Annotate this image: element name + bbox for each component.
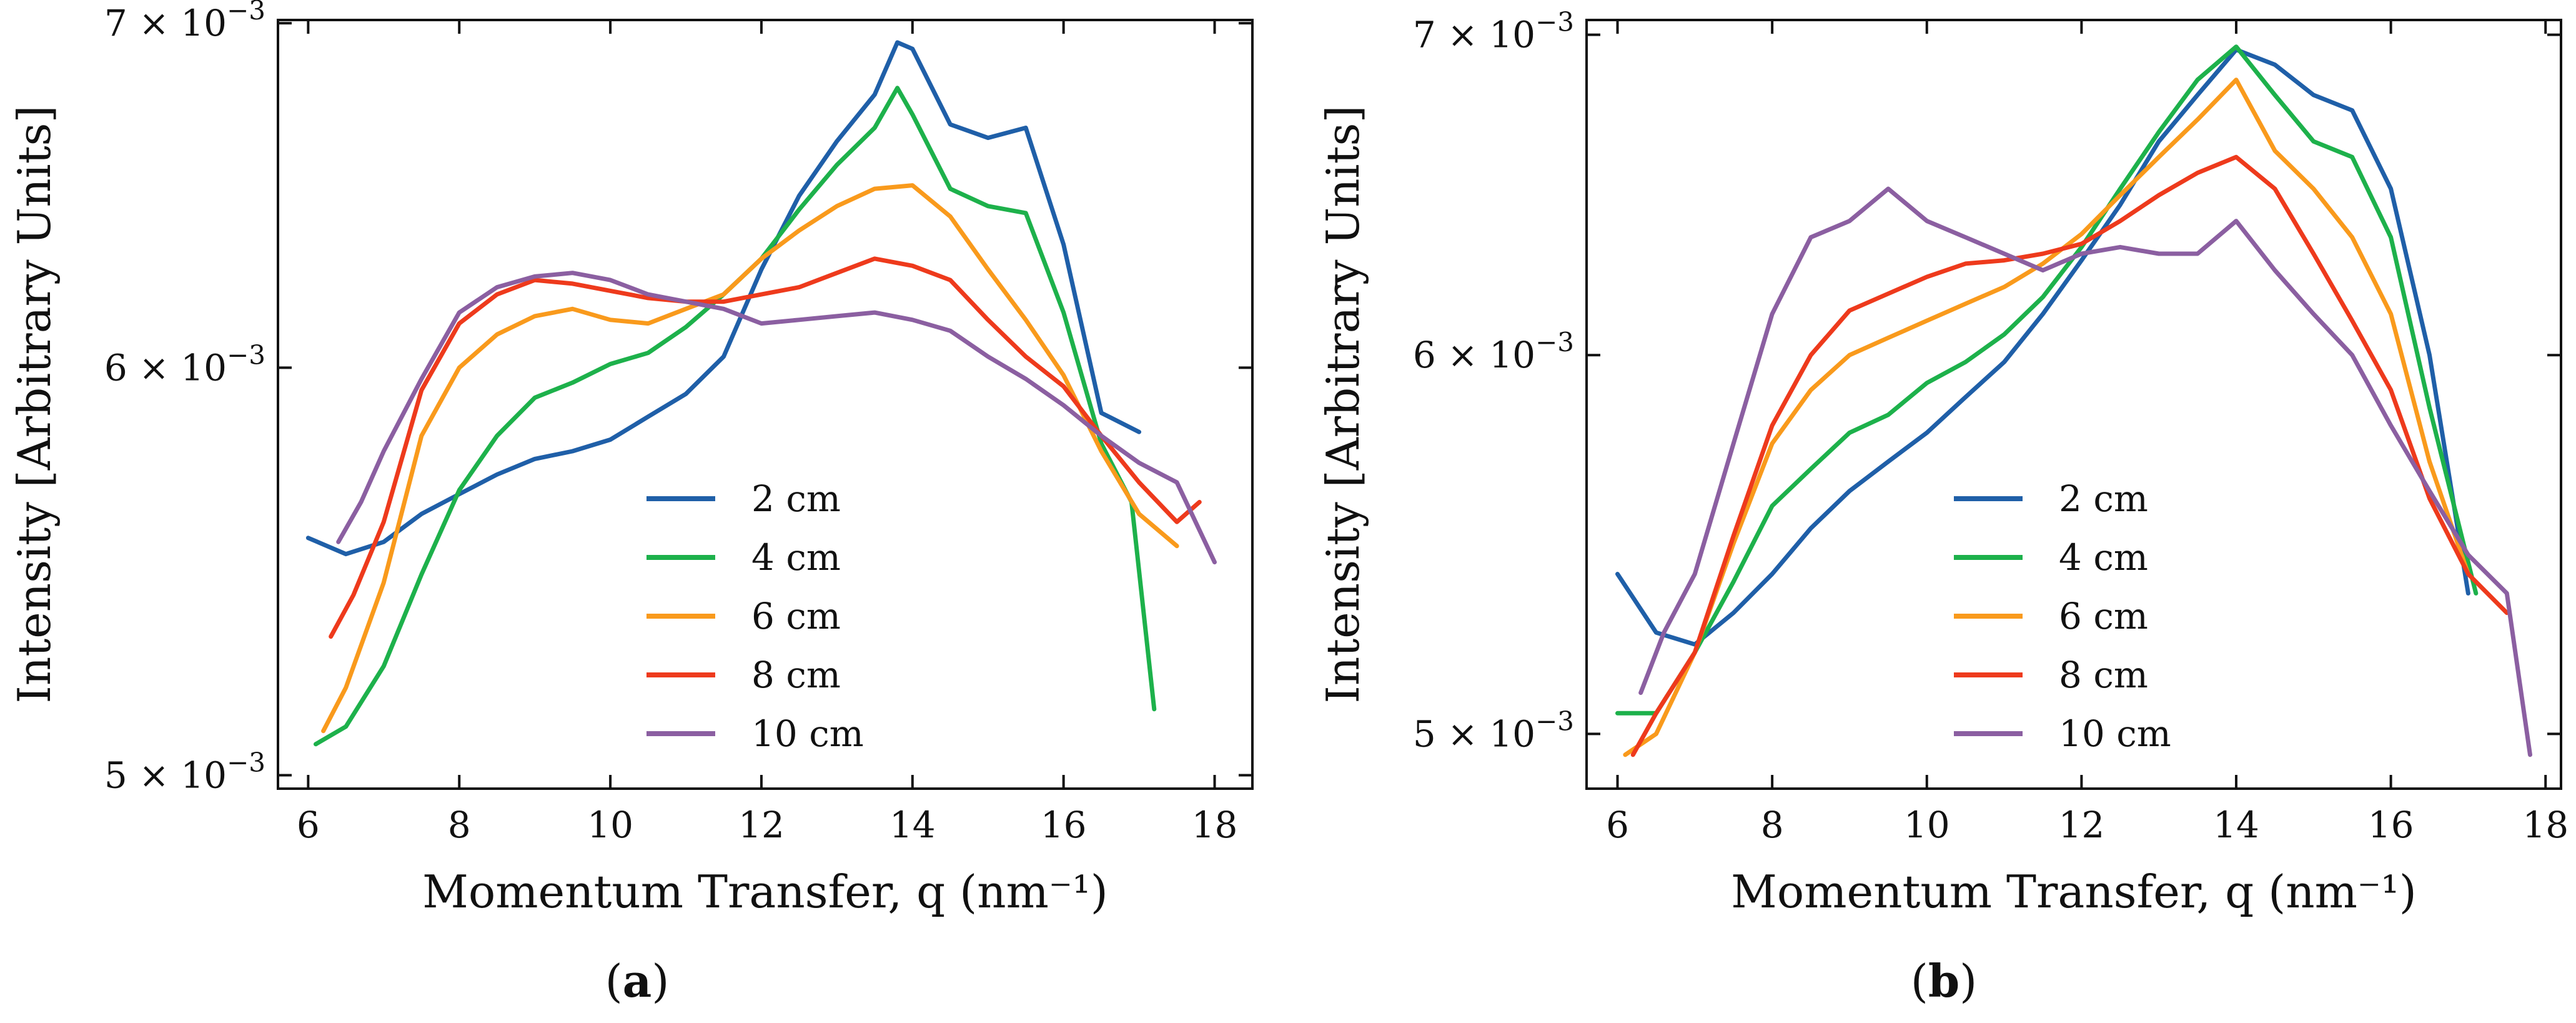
x-tick-label: 8 <box>448 804 471 846</box>
x-tick-label: 16 <box>1041 804 1087 846</box>
series-line-4-cm <box>1615 44 2479 716</box>
legend-label: 8 cm <box>2059 654 2148 696</box>
plot-frame <box>277 19 1254 790</box>
legend-label: 2 cm <box>2059 477 2148 520</box>
y-axis-title: Intensity [Arbitrary Units] <box>1317 105 1369 703</box>
series-line-2-cm <box>1615 47 2470 647</box>
x-tick-label: 14 <box>2213 804 2259 846</box>
x-tick-label: 6 <box>1606 804 1629 846</box>
x-tick-label: 16 <box>2368 804 2414 846</box>
legend-label: 4 cm <box>751 536 841 579</box>
x-tick-label: 18 <box>2522 804 2569 846</box>
legend-label: 6 cm <box>751 595 841 637</box>
plot-frame <box>1585 19 2562 790</box>
series-line-2-cm <box>305 40 1142 557</box>
legend-label: 2 cm <box>751 477 841 520</box>
legend: 2 cm 4 cm 6 cm 8 cm 10 cm <box>1954 477 2171 755</box>
series-group <box>1615 44 2532 757</box>
x-tick-label: 12 <box>2058 804 2104 846</box>
series-line-6-cm <box>321 183 1179 734</box>
legend-label: 8 cm <box>751 654 841 696</box>
legend-label: 10 cm <box>751 712 864 755</box>
series-line-8-cm <box>1630 154 2509 757</box>
y-tick-label: 5 × 10−3 <box>1413 706 1574 755</box>
panel-b: 6 8 10 12 14 16 18 5 × 10−3 6 × 10−3 7 × 10−3 Mome… <box>1317 7 2569 1007</box>
y-tick-label: 7 × 10−3 <box>104 0 265 44</box>
y-tick-label: 6 × 10−3 <box>104 339 265 389</box>
x-tick-label: 10 <box>587 804 633 846</box>
x-tick-label: 6 <box>297 804 320 846</box>
legend-label: 10 cm <box>2059 712 2171 755</box>
y-tick-label: 6 × 10−3 <box>1413 327 1574 376</box>
x-tick-label: 12 <box>738 804 785 846</box>
y-tick-label: 5 × 10−3 <box>104 747 265 796</box>
legend: 2 cm 4 cm 6 cm 8 cm 10 cm <box>646 477 864 755</box>
panel-caption: (b) <box>1911 954 1978 1007</box>
x-axis-title: Momentum Transfer, q (nm⁻¹) <box>1731 866 2417 918</box>
y-axis-title: Intensity [Arbitrary Units] <box>8 105 61 703</box>
series-line-10-cm <box>336 271 1217 565</box>
x-tick-label: 14 <box>889 804 936 846</box>
x-axis-title: Momentum Transfer, q (nm⁻¹) <box>422 866 1108 918</box>
series-group <box>305 40 1217 747</box>
panel-a: 6 8 10 12 14 16 18 5 × 10−3 6 × 10−3 7 × 10−3 Mome… <box>8 0 1254 1007</box>
panel-caption: (a) <box>605 954 670 1007</box>
series-line-6-cm <box>1623 77 2470 757</box>
x-tick-label: 8 <box>1761 804 1784 846</box>
series-line-8-cm <box>329 256 1202 639</box>
legend-label: 6 cm <box>2059 595 2148 637</box>
legend-label: 4 cm <box>2059 536 2148 579</box>
y-tick-label: 7 × 10−3 <box>1413 7 1574 56</box>
x-tick-label: 18 <box>1192 804 1238 846</box>
series-line-10-cm <box>1638 186 2532 757</box>
x-tick-label: 10 <box>1904 804 1950 846</box>
